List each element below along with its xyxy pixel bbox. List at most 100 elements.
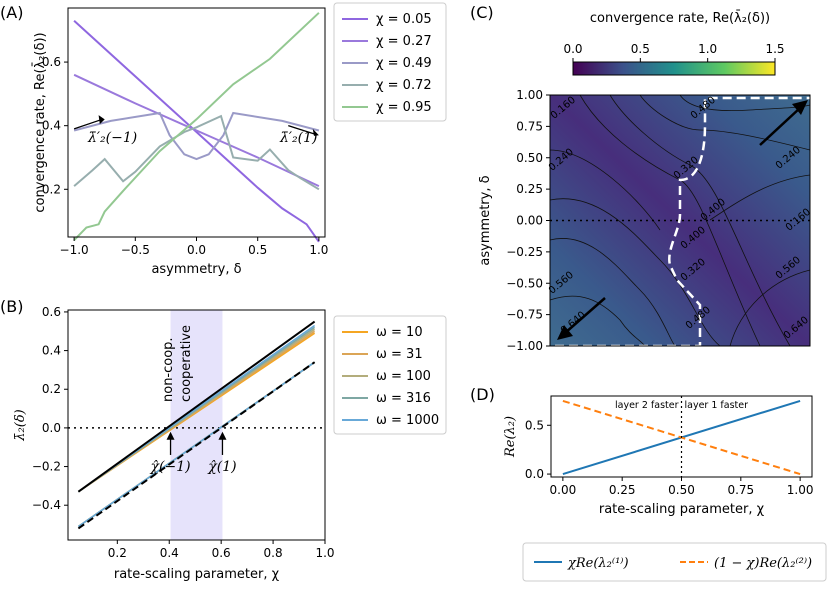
a-legend-label: χ = 0.95: [376, 100, 432, 115]
d-region-text-left: layer 2 faster: [615, 400, 679, 411]
a-annotation-right: λ̄′₂(1): [279, 130, 318, 146]
series-line-theory δ=−1: [77, 320, 316, 493]
b-region-label-noncoop: non-coop.: [161, 337, 176, 402]
c-colorbar-tick-label: 0.5: [631, 42, 650, 56]
c-boundary: [555, 96, 810, 348]
a-xtick-label: 1.0: [309, 243, 328, 257]
c-colorbar-tick-label: 1.5: [765, 42, 784, 56]
c-ytick-label: 0.50: [516, 151, 543, 165]
c-ytick-label: −0.75: [506, 308, 543, 322]
d-legend-label: (1 − χ)Re(λ₂⁽²⁾): [714, 556, 812, 571]
series-line-χ = 0.95: [73, 12, 320, 241]
a-annotation-arrow: [73, 118, 103, 130]
a-ytick-label: 0.2: [42, 182, 61, 196]
series-line-χ = 0.72: [73, 114, 320, 191]
a-annotation-arrow: [288, 125, 317, 136]
c-contour-line: [549, 149, 661, 231]
b-annotation-arrowhead: [166, 431, 175, 440]
a-annotation-arrowhead: [98, 115, 105, 125]
b-xtick-label: 0.8: [264, 546, 283, 560]
b-legend-label: ω = 31: [376, 347, 423, 362]
c-ytick-label: 0.75: [516, 119, 543, 133]
a-legend-label: χ = 0.05: [376, 12, 432, 27]
a-ytick-label: 0.6: [42, 55, 61, 69]
c-arrow: [564, 297, 606, 334]
panel-label-b: (B): [0, 297, 23, 316]
b-region-label-coop: cooperative: [179, 325, 194, 402]
b-xtick-label: 0.6: [212, 546, 231, 560]
panel-label-c: (C): [470, 3, 494, 22]
panel-c: convergence rate, Re(λ̄₂(δ)) 0.0 0.5 1.0 1.5…: [478, 11, 813, 353]
b-legend-label: ω = 100: [376, 369, 431, 384]
c-contour-line: [729, 269, 811, 347]
a-xtick-label: −0.5: [121, 243, 150, 257]
c-contour-line: [709, 174, 811, 221]
panel-label-a: (A): [0, 3, 23, 22]
d-legend-label: χRe(λ₂⁽¹⁾): [567, 556, 629, 571]
c-ytick-label: −0.50: [506, 276, 543, 290]
d-legend-box: [522, 542, 827, 582]
b-annotation-arrowhead: [218, 431, 227, 440]
d-ytick-label: 0.5: [525, 418, 544, 432]
series-line-χ = 0.49: [73, 111, 320, 161]
c-ytick-label: 0.00: [516, 214, 543, 228]
c-colorbar: [572, 61, 776, 76]
b-annotation-label: χ̂(1): [207, 459, 236, 475]
a-ytick-label: 0.4: [42, 119, 61, 133]
b-legend-label: ω = 1000: [376, 413, 439, 428]
series-line-χ = 0.05: [73, 19, 320, 243]
a-legend-box: [333, 2, 447, 122]
a-legend-label: χ = 0.27: [376, 34, 432, 49]
a-annotation-left: λ̄′₂(−1): [87, 130, 137, 146]
c-contour-line: [549, 198, 721, 347]
b-ytick-label: −0.4: [32, 498, 61, 512]
b-ytick-label: 0.6: [42, 305, 61, 319]
a-ylabel: convergence rate, Re(λ̄₂(δ)): [33, 32, 48, 212]
d-xlabel: rate-scaling parameter, χ: [599, 502, 765, 517]
b-legend-label: ω = 10: [376, 325, 423, 340]
series-line-theory δ=1: [77, 361, 316, 530]
c-arrowhead: [557, 325, 573, 340]
b-xtick-label: 1.0: [315, 546, 334, 560]
d-xtick-label: 0.50: [668, 483, 695, 497]
panel-b: 0.2 0.4 0.6 0.8 1.0 −0.4 −0.2 0.0 0.2 0.4 0.6 rate-…: [13, 305, 447, 582]
b-xtick-label: 0.2: [108, 546, 127, 560]
panel-a: −1.0 −0.5 0.0 0.5 1.0 0.2 0.4 0.6 asymmetry, δ co…: [33, 2, 447, 277]
c-ytick-label: 1.00: [516, 88, 543, 102]
b-annotation-label: χ̂(−1): [150, 459, 191, 475]
c-ytick-label: −0.25: [506, 245, 543, 259]
series-line-χ = 0.27: [73, 73, 320, 188]
b-ytick-label: 0.2: [42, 382, 61, 396]
b-ylabel: λ̄₂(δ): [13, 409, 28, 441]
b-frame: [67, 309, 326, 541]
d-ylabel: Re(λ₂): [503, 416, 518, 458]
c-arrowhead: [792, 100, 808, 115]
panel-label-d: (D): [470, 385, 495, 404]
c-arrow: [759, 107, 801, 146]
a-xtick-label: −1.0: [60, 243, 89, 257]
c-ytick-label: −1.00: [506, 339, 543, 353]
b-legend-label: ω = 316: [376, 391, 431, 406]
c-contour-line: [549, 295, 646, 347]
b-legend-box: [333, 315, 447, 435]
c-colorbar-tick-label: 0.0: [563, 42, 582, 56]
d-xtick-label: 0.25: [609, 483, 636, 497]
a-legend-label: χ = 0.72: [376, 78, 432, 93]
a-xtick-label: 0.0: [187, 243, 206, 257]
c-colorbar-tick-label: 1.0: [698, 42, 717, 56]
b-ytick-label: 0.4: [42, 344, 61, 358]
c-ytick-label: 0.25: [516, 182, 543, 196]
b-ytick-label: 0.0: [42, 421, 61, 435]
d-ytick-label: 0.0: [525, 467, 544, 481]
c-title: convergence rate, Re(λ̄₂(δ)): [590, 11, 770, 26]
b-xlabel: rate-scaling parameter, χ: [114, 567, 280, 582]
b-ytick-label: −0.2: [32, 460, 61, 474]
a-annotation-arrowhead: [312, 128, 319, 136]
a-xlabel: asymmetry, δ: [151, 262, 241, 277]
b-xtick-label: 0.4: [160, 546, 179, 560]
c-ylabel: asymmetry, δ: [478, 175, 493, 265]
a-xtick-label: 0.5: [248, 243, 267, 257]
d-region-text-right: layer 1 faster: [685, 400, 749, 411]
d-xtick-label: 0.75: [727, 483, 754, 497]
